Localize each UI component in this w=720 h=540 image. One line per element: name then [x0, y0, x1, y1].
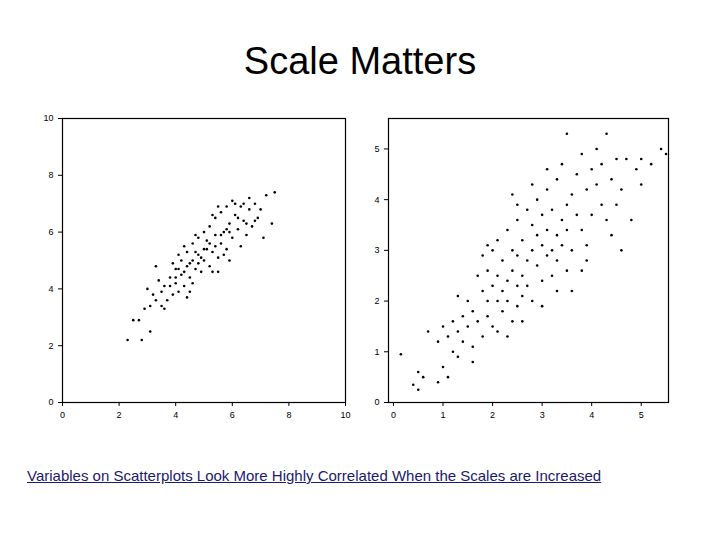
- svg-text:3: 3: [540, 410, 545, 420]
- svg-text:0: 0: [374, 397, 379, 407]
- svg-text:4: 4: [48, 284, 53, 294]
- svg-text:0: 0: [391, 410, 396, 420]
- html-text:Scale Matters: Scale Matters: [243, 40, 477, 82]
- html-text:Variables on Scatterplots Look: Variables on Scatterplots Look More High…: [27, 467, 602, 484]
- svg-text:3: 3: [374, 245, 379, 255]
- svg-text:0: 0: [60, 410, 65, 420]
- svg-text:4: 4: [173, 410, 178, 420]
- svg-text:0: 0: [48, 397, 53, 407]
- svg-text:1: 1: [441, 410, 446, 420]
- svg-text:8: 8: [286, 410, 291, 420]
- svg-text:6: 6: [48, 227, 53, 237]
- svg-text:8: 8: [48, 170, 53, 180]
- svg-text:2: 2: [117, 410, 122, 420]
- svg-text:1: 1: [374, 347, 379, 357]
- svg-text:4: 4: [589, 410, 594, 420]
- svg-text:5: 5: [374, 144, 379, 154]
- svg-text:2: 2: [374, 296, 379, 306]
- svg-text:10: 10: [43, 113, 53, 123]
- svg-text:6: 6: [230, 410, 235, 420]
- svg-text:2: 2: [490, 410, 495, 420]
- svg-text:4: 4: [374, 195, 379, 205]
- svg-text:5: 5: [639, 410, 644, 420]
- svg-text:2: 2: [48, 341, 53, 351]
- svg-text:10: 10: [340, 410, 350, 420]
